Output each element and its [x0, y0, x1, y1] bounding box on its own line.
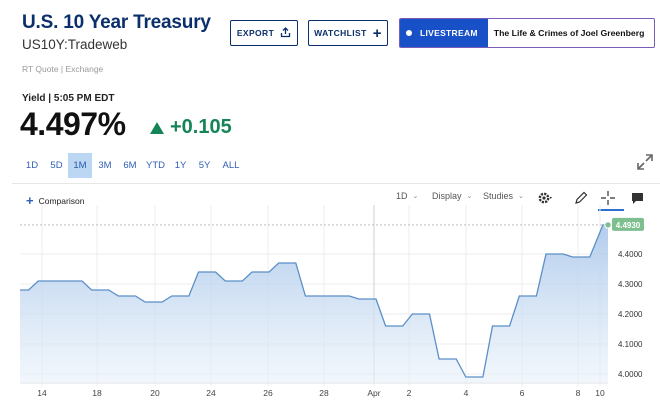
interval-dropdown[interactable]: 1D ⌄	[396, 191, 418, 201]
chevron-down-icon: ⌄	[518, 193, 524, 200]
expand-arrows-icon[interactable]	[636, 153, 654, 171]
range-6m[interactable]: 6M	[123, 160, 137, 171]
watchlist-button[interactable]: WATCHLIST +	[308, 20, 388, 46]
change-value: +0.105	[170, 116, 232, 138]
display-dropdown[interactable]: Display ⌄	[432, 191, 472, 201]
symbol-label: US10Y:Tradeweb	[22, 37, 128, 52]
chevron-down-icon: ⌄	[412, 193, 419, 200]
comment-icon[interactable]	[627, 188, 647, 208]
range-all[interactable]: ALL	[222, 160, 240, 171]
comparison-label: Comparison	[38, 195, 85, 206]
plus-icon: +	[26, 193, 34, 208]
range-1d[interactable]: 1D	[25, 160, 39, 171]
last-price: 4.497%	[20, 106, 126, 142]
livestream-label: LIVESTREAM	[420, 28, 478, 38]
live-dot-icon	[406, 30, 412, 36]
page-title: U.S. 10 Year Treasury	[22, 12, 211, 33]
yield-timestamp: Yield | 5:05 PM EDT	[22, 93, 115, 104]
plus-icon: +	[372, 24, 382, 42]
livestream-title: The Life & Crimes of Joel Greenberg	[493, 28, 645, 38]
display-label: Display	[432, 191, 462, 201]
studies-label: Studies	[483, 191, 514, 201]
export-button[interactable]: EXPORT	[230, 20, 298, 46]
crosshair-icon[interactable]	[598, 188, 618, 208]
comparison-button[interactable]: + Comparison	[26, 194, 84, 207]
pencil-icon[interactable]	[571, 188, 591, 208]
range-1m[interactable]: 1M	[68, 153, 92, 178]
range-5d[interactable]: 5D	[50, 160, 63, 171]
share-icon	[280, 26, 291, 40]
range-1y[interactable]: 1Y	[174, 160, 187, 171]
gear-icon[interactable]	[535, 188, 555, 208]
quote-type: RT Quote | Exchange	[22, 64, 104, 74]
price-change: +0.105	[150, 116, 232, 139]
livestream-badge: LIVESTREAM	[400, 19, 488, 47]
crosshair-active-indicator	[598, 209, 624, 211]
range-selector: 1D 5D 1M 3M 6M YTD 1Y 5Y ALL	[19, 153, 245, 178]
studies-dropdown[interactable]: Studies ⌄	[483, 191, 524, 201]
range-3m[interactable]: 3M	[98, 160, 112, 171]
export-label: EXPORT	[236, 28, 275, 38]
range-ytd[interactable]: YTD	[146, 160, 165, 171]
watchlist-label: WATCHLIST	[314, 28, 367, 38]
chart-area	[12, 183, 660, 410]
interval-label: 1D	[396, 191, 408, 201]
livestream-banner[interactable]: LIVESTREAM The Life & Crimes of Joel Gre…	[399, 18, 655, 48]
up-arrow-icon	[150, 121, 164, 134]
range-5y[interactable]: 5Y	[198, 160, 211, 171]
chevron-down-icon: ⌄	[466, 193, 473, 200]
